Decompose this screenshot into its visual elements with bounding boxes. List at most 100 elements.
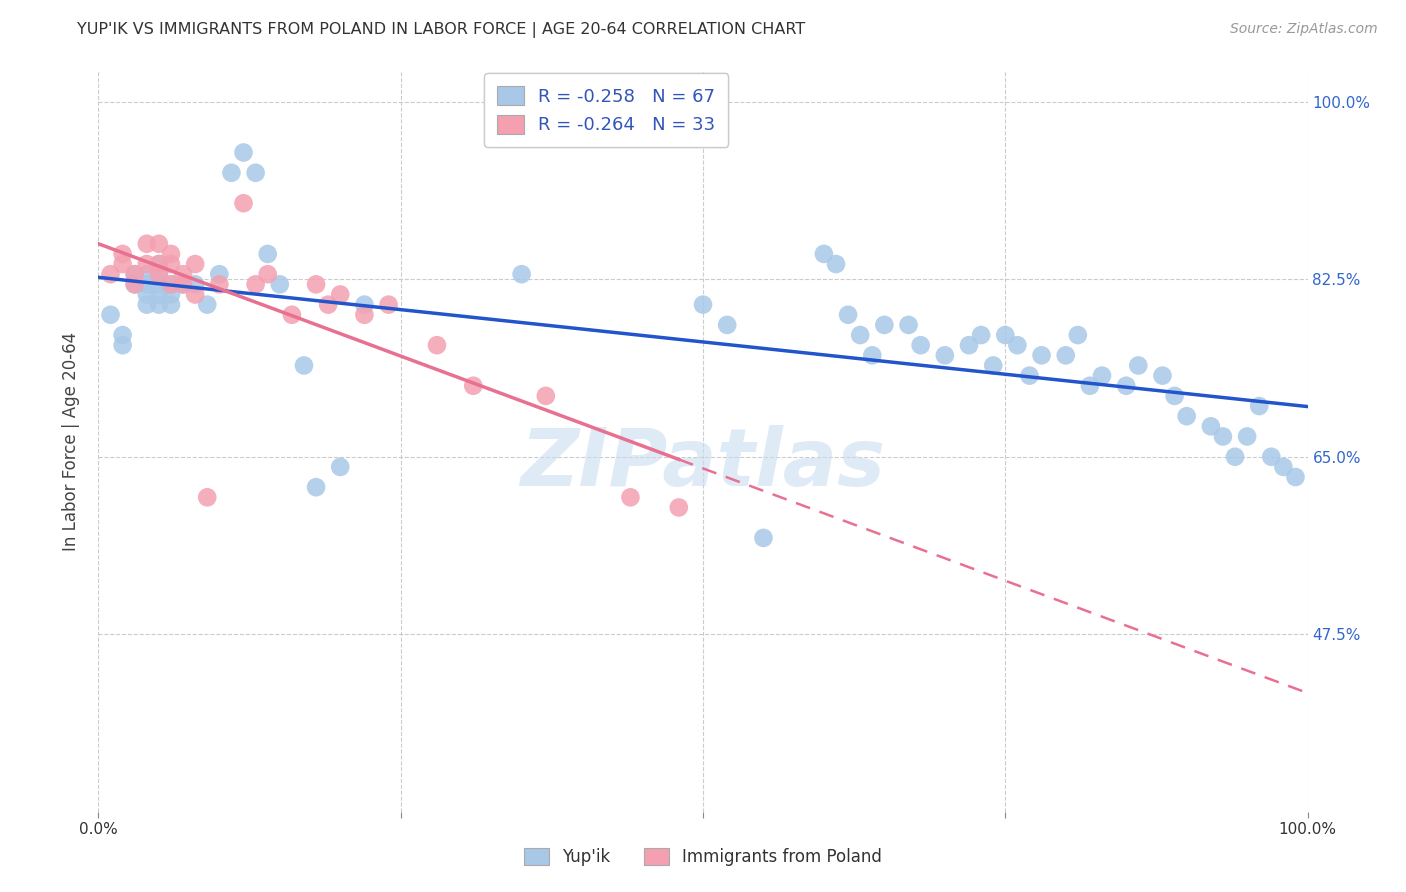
Yup'ik — [1031, 348, 1053, 362]
Immigrants from Poland — [160, 247, 183, 261]
Yup'ik — [148, 277, 170, 292]
Yup'ik — [1163, 389, 1185, 403]
Yup'ik — [510, 267, 533, 281]
Yup'ik — [111, 338, 134, 352]
Yup'ik — [269, 277, 291, 292]
Yup'ik — [172, 277, 194, 292]
Immigrants from Poland — [184, 287, 207, 301]
Yup'ik — [100, 308, 122, 322]
Yup'ik — [1249, 399, 1271, 413]
Immigrants from Poland — [245, 277, 267, 292]
Legend: R = -0.258   N = 67, R = -0.264   N = 33: R = -0.258 N = 67, R = -0.264 N = 33 — [484, 73, 728, 147]
Yup'ik — [1212, 429, 1234, 443]
Yup'ik — [329, 459, 352, 474]
Yup'ik — [934, 348, 956, 362]
Yup'ik — [256, 247, 278, 261]
Yup'ik — [353, 298, 375, 312]
Yup'ik — [910, 338, 932, 352]
Immigrants from Poland — [148, 267, 170, 281]
Yup'ik — [135, 298, 157, 312]
Immigrants from Poland — [111, 247, 134, 261]
Immigrants from Poland — [316, 298, 339, 312]
Immigrants from Poland — [232, 196, 254, 211]
Yup'ik — [148, 267, 170, 281]
Yup'ik — [135, 277, 157, 292]
Yup'ik — [1007, 338, 1029, 352]
Immigrants from Poland — [184, 257, 207, 271]
Yup'ik — [1018, 368, 1040, 383]
Immigrants from Poland — [426, 338, 449, 352]
Yup'ik — [716, 318, 738, 332]
Yup'ik — [1236, 429, 1258, 443]
Yup'ik — [825, 257, 848, 271]
Immigrants from Poland — [100, 267, 122, 281]
Yup'ik — [160, 298, 183, 312]
Yup'ik — [1199, 419, 1222, 434]
Yup'ik — [160, 287, 183, 301]
Immigrants from Poland — [208, 277, 231, 292]
Immigrants from Poland — [353, 308, 375, 322]
Yup'ik — [1054, 348, 1077, 362]
Immigrants from Poland — [135, 257, 157, 271]
Yup'ik — [1115, 378, 1137, 392]
Immigrants from Poland — [377, 298, 399, 312]
Immigrants from Poland — [160, 257, 183, 271]
Yup'ik — [1260, 450, 1282, 464]
Yup'ik — [849, 328, 872, 343]
Yup'ik — [111, 328, 134, 343]
Legend: Yup'ik, Immigrants from Poland: Yup'ik, Immigrants from Poland — [516, 840, 890, 875]
Immigrants from Poland — [534, 389, 557, 403]
Immigrants from Poland — [124, 267, 146, 281]
Yup'ik — [292, 359, 315, 373]
Yup'ik — [160, 277, 183, 292]
Yup'ik — [970, 328, 993, 343]
Yup'ik — [305, 480, 328, 494]
Yup'ik — [124, 267, 146, 281]
Yup'ik — [1175, 409, 1198, 424]
Yup'ik — [1152, 368, 1174, 383]
Immigrants from Poland — [668, 500, 690, 515]
Immigrants from Poland — [463, 378, 485, 392]
Yup'ik — [752, 531, 775, 545]
Yup'ik — [994, 328, 1017, 343]
Yup'ik — [837, 308, 859, 322]
Yup'ik — [148, 298, 170, 312]
Yup'ik — [195, 298, 218, 312]
Yup'ik — [873, 318, 896, 332]
Immigrants from Poland — [160, 277, 183, 292]
Yup'ik — [1223, 450, 1246, 464]
Text: YUP'IK VS IMMIGRANTS FROM POLAND IN LABOR FORCE | AGE 20-64 CORRELATION CHART: YUP'IK VS IMMIGRANTS FROM POLAND IN LABO… — [77, 22, 806, 38]
Yup'ik — [1078, 378, 1101, 392]
Yup'ik — [1067, 328, 1090, 343]
Yup'ik — [1091, 368, 1114, 383]
Yup'ik — [148, 287, 170, 301]
Yup'ik — [245, 166, 267, 180]
Yup'ik — [221, 166, 243, 180]
Yup'ik — [981, 359, 1004, 373]
Yup'ik — [860, 348, 883, 362]
Yup'ik — [148, 257, 170, 271]
Yup'ik — [1284, 470, 1306, 484]
Immigrants from Poland — [172, 277, 194, 292]
Text: Source: ZipAtlas.com: Source: ZipAtlas.com — [1230, 22, 1378, 37]
Yup'ik — [124, 277, 146, 292]
Immigrants from Poland — [305, 277, 328, 292]
Yup'ik — [957, 338, 980, 352]
Immigrants from Poland — [619, 491, 641, 505]
Yup'ik — [1128, 359, 1150, 373]
Immigrants from Poland — [281, 308, 304, 322]
Immigrants from Poland — [111, 257, 134, 271]
Yup'ik — [232, 145, 254, 160]
Yup'ik — [184, 277, 207, 292]
Immigrants from Poland — [256, 267, 278, 281]
Immigrants from Poland — [195, 491, 218, 505]
Yup'ik — [135, 287, 157, 301]
Yup'ik — [208, 267, 231, 281]
Immigrants from Poland — [135, 236, 157, 251]
Yup'ik — [897, 318, 920, 332]
Immigrants from Poland — [124, 277, 146, 292]
Yup'ik — [135, 267, 157, 281]
Immigrants from Poland — [148, 236, 170, 251]
Immigrants from Poland — [172, 267, 194, 281]
Immigrants from Poland — [148, 257, 170, 271]
